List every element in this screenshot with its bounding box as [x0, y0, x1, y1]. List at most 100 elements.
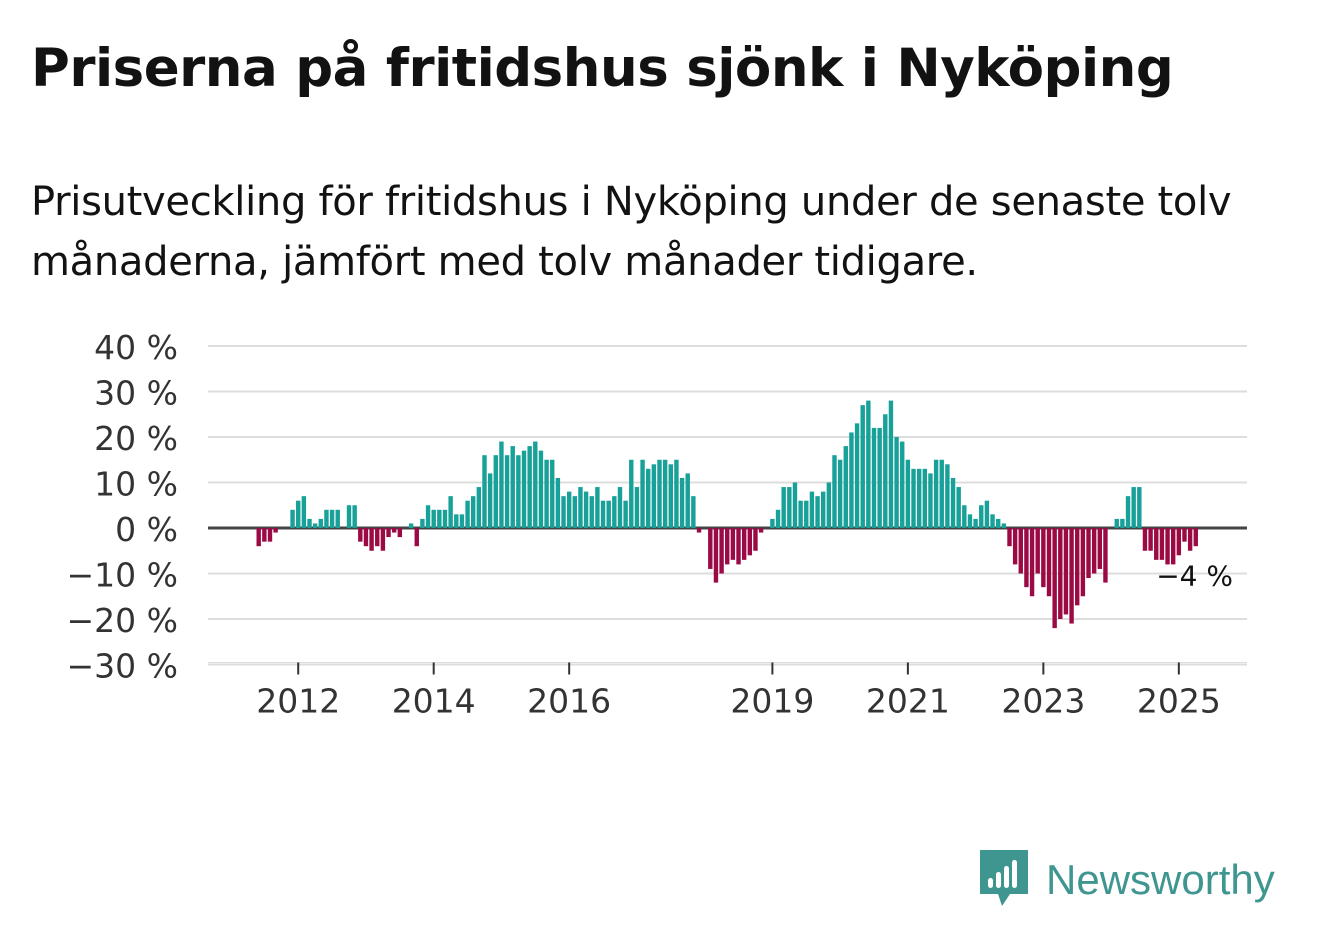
- bar: [437, 509, 442, 528]
- bar: [544, 459, 549, 528]
- bar: [516, 455, 521, 528]
- bar: [1131, 487, 1136, 528]
- bar: [318, 518, 323, 528]
- bar: [928, 473, 933, 528]
- bars: [256, 400, 1198, 629]
- bar: [369, 528, 374, 551]
- end-value-label: −4 %: [1156, 560, 1233, 593]
- bar: [482, 455, 487, 528]
- bar: [420, 518, 425, 528]
- x-tick-label: 2023: [1001, 682, 1085, 721]
- bar: [324, 509, 329, 528]
- bar: [493, 455, 498, 528]
- bar: [386, 528, 391, 538]
- bar: [792, 482, 798, 528]
- bar: [758, 528, 764, 533]
- bar: [1046, 528, 1052, 597]
- bar: [301, 496, 307, 528]
- bar: [854, 423, 860, 528]
- bar: [1159, 528, 1165, 560]
- bar: [256, 528, 261, 547]
- bar: [380, 528, 386, 551]
- bar: [589, 496, 594, 528]
- bar: [561, 496, 566, 528]
- bar: [894, 437, 899, 528]
- bar: [1075, 528, 1080, 606]
- bar: [471, 496, 476, 528]
- x-tick-label: 2012: [256, 682, 340, 721]
- bar: [860, 405, 865, 528]
- bar: [900, 441, 905, 528]
- bar: [877, 427, 882, 528]
- bar: [1125, 496, 1131, 528]
- bar: [843, 446, 848, 528]
- bar: [442, 509, 448, 528]
- bar: [905, 459, 911, 528]
- bar: [1193, 528, 1198, 547]
- bar: [1035, 528, 1040, 574]
- bar: [826, 482, 832, 528]
- bar: [1007, 528, 1012, 547]
- bar: [725, 528, 730, 565]
- bar: [358, 528, 363, 542]
- bar: [572, 496, 578, 528]
- bar-chart: 40 %30 %20 %10 %0 %−10 %−20 %−30 % 2012 2…: [67, 328, 1247, 721]
- bar: [668, 464, 673, 528]
- bar: [408, 523, 414, 528]
- bar: [916, 468, 922, 528]
- bar: [708, 528, 713, 569]
- bar: [1137, 487, 1142, 528]
- bar: [753, 528, 758, 551]
- bar: [487, 473, 493, 528]
- y-axis: 40 % 30 % 20 % 10 % 0 % −10 % −20 % −30 %: [67, 328, 179, 686]
- bar: [566, 491, 572, 528]
- bar: [809, 491, 815, 528]
- bar: [425, 505, 431, 528]
- chart-subtitle: Prisutveckling för fritidshus i Nyköping…: [31, 179, 1232, 285]
- bar: [984, 500, 990, 528]
- bar: [1052, 528, 1057, 629]
- bar: [629, 459, 634, 528]
- bar: [583, 491, 589, 528]
- y-tick-label: 10 %: [94, 465, 178, 504]
- bar: [521, 450, 527, 528]
- x-tick-label: 2025: [1137, 682, 1221, 721]
- bar: [815, 496, 820, 528]
- x-tick-label: 2021: [866, 682, 950, 721]
- y-tick-label: 20 %: [94, 419, 178, 458]
- bar: [431, 509, 436, 528]
- bar: [465, 500, 470, 528]
- bar: [741, 528, 747, 560]
- bar: [730, 528, 736, 560]
- bar: [617, 487, 623, 528]
- bar: [967, 514, 973, 528]
- bar: [1063, 528, 1069, 615]
- bar: [296, 500, 301, 528]
- bar: [329, 509, 335, 528]
- x-tick-label: 2016: [527, 682, 611, 721]
- bar: [888, 400, 894, 528]
- x-axis: 2012 2014 2016 2019 2021 2023 2025: [208, 662, 1247, 721]
- bar: [1012, 528, 1018, 565]
- y-tick-label: 30 %: [94, 374, 178, 413]
- bar: [832, 455, 837, 528]
- bar: [1154, 528, 1159, 560]
- bar: [634, 487, 640, 528]
- bar: [1001, 523, 1007, 528]
- bar: [307, 518, 312, 528]
- bar: [448, 496, 453, 528]
- bar: [499, 441, 504, 528]
- bar: [533, 441, 538, 528]
- bar: [691, 496, 696, 528]
- bar: [454, 514, 459, 528]
- newsworthy-logo-icon: [980, 850, 1028, 906]
- x-tick-label: 2019: [730, 682, 814, 721]
- bar: [770, 518, 775, 528]
- x-tick-label: 2014: [392, 682, 476, 721]
- bar: [939, 459, 944, 528]
- bar: [397, 528, 403, 538]
- bar: [600, 500, 606, 528]
- bar: [1103, 528, 1108, 583]
- bar: [787, 487, 792, 528]
- bar: [1097, 528, 1103, 569]
